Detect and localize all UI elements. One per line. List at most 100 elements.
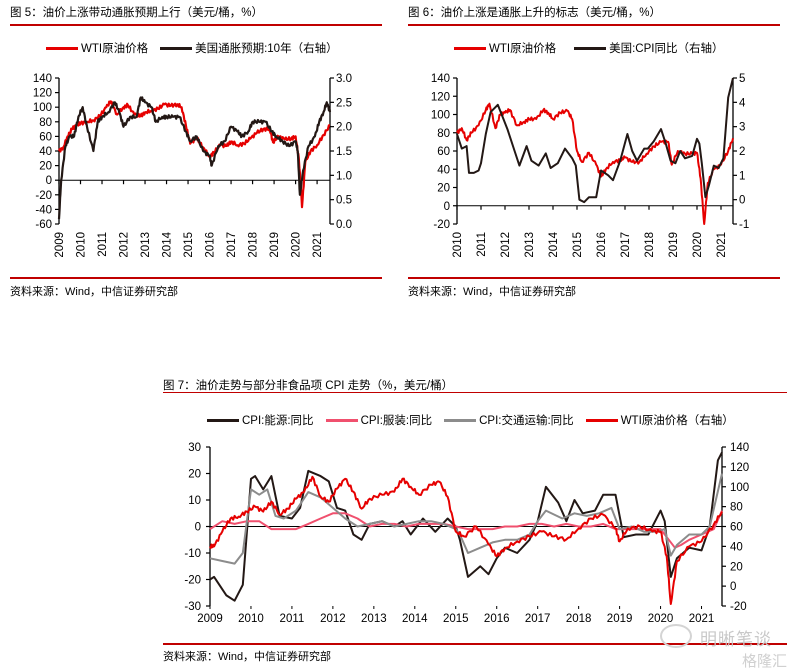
y-tick-label-left: -60 <box>35 219 52 231</box>
watermark-text: 明晰笔谈 <box>700 630 772 649</box>
legend-label: WTI原油价格（右轴） <box>620 415 734 427</box>
y-tick-label-left: 20 <box>437 183 450 195</box>
x-tick-label: 2019 <box>607 613 633 625</box>
y-tick-label-left: 20 <box>39 161 52 173</box>
x-tick-label: 2021 <box>716 232 728 258</box>
x-tick-label: 2011 <box>97 232 109 257</box>
figure-5-source-rule <box>10 277 382 279</box>
y-tick-label-left: 40 <box>437 164 450 176</box>
figure-5-legend-item: WTI原油价格 <box>46 40 148 56</box>
legend-line-icon <box>574 46 607 50</box>
y-tick-label-left: 120 <box>33 88 52 100</box>
x-tick-label: 2011 <box>476 232 488 257</box>
x-tick-label: 2017 <box>620 232 632 258</box>
y-tick-label-right: 140 <box>730 442 749 454</box>
x-tick-label: 2017 <box>226 232 238 258</box>
y-tick-label-left: -30 <box>184 601 201 613</box>
x-tick-label: 2012 <box>320 613 346 625</box>
legend-line-icon <box>160 46 193 50</box>
x-tick-label: 2014 <box>162 231 174 257</box>
series-line--10- <box>57 96 332 220</box>
y-tick-label-left: -10 <box>184 548 201 560</box>
y-tick-label-right: 40 <box>730 541 743 553</box>
y-tick-label-right: 4 <box>739 97 746 109</box>
figure-6-source-rule <box>408 277 780 279</box>
y-tick-label-left: 60 <box>437 146 450 158</box>
series-line-wti- <box>209 475 723 605</box>
y-tick-label-right: 3 <box>739 122 745 134</box>
x-tick-label: 2015 <box>572 232 584 258</box>
figure-5-title: 图 5：油价上涨带动通胀预期上行（美元/桶，%） <box>10 7 264 19</box>
legend-line-icon <box>444 418 477 422</box>
x-tick-label: 2019 <box>668 232 680 258</box>
y-tick-label-left: -40 <box>35 204 52 216</box>
y-tick-label-right: 1 <box>739 170 745 182</box>
legend-line-icon <box>454 46 486 50</box>
x-tick-label: 2014 <box>548 231 560 257</box>
x-tick-label: 2018 <box>248 232 260 258</box>
y-tick-label-left: 140 <box>431 73 450 85</box>
y-tick-label-left: -20 <box>433 219 450 231</box>
y-tick-label-right: 2 <box>739 146 745 158</box>
x-tick-label: 2016 <box>484 613 510 625</box>
y-tick-label-left: 120 <box>431 91 450 103</box>
x-tick-label: 2021 <box>689 613 715 625</box>
legend-line-icon <box>46 46 78 50</box>
y-tick-label-left: 60 <box>39 131 52 143</box>
figure-5-title-rule <box>10 24 382 26</box>
x-tick-label: 2020 <box>692 232 704 258</box>
figure-7-source: 资料来源：Wind，中信证券研究部 <box>163 651 332 663</box>
figure-6-source: 资料来源：Wind，中信证券研究部 <box>408 286 577 298</box>
y-tick-label-right: 100 <box>730 482 749 494</box>
x-tick-label: 2019 <box>269 232 281 258</box>
legend-label: WTI原油价格 <box>81 43 149 55</box>
series-line-cpi- <box>209 473 723 565</box>
x-tick-label: 2014 <box>402 613 428 625</box>
x-tick-label: 2009 <box>197 613 223 625</box>
figure-7-legend-item: CPI:交通运输:同比 <box>444 412 574 428</box>
x-tick-label: 2018 <box>566 613 592 625</box>
y-tick-label-left: 80 <box>437 128 450 140</box>
figure-6-legend-item: WTI原油价格 <box>454 40 556 56</box>
legend-line-icon <box>207 418 239 422</box>
x-tick-label: 2016 <box>596 232 608 258</box>
watermark-logo-text: 格隆汇 <box>742 653 788 670</box>
figure-7-source-rule <box>163 643 787 645</box>
legend-label: WTI原油价格 <box>489 43 557 55</box>
y-tick-label-left: -20 <box>35 190 52 202</box>
figure-7-legend-item: CPI:服装:同比 <box>325 412 432 428</box>
x-tick-label: 2016 <box>205 232 217 258</box>
x-tick-label: 2012 <box>500 232 512 258</box>
y-tick-label-left: 0 <box>444 201 450 213</box>
y-tick-label-right: 0 <box>739 195 745 207</box>
wechat-icon <box>660 624 692 648</box>
figure-7-title-rule <box>163 392 787 393</box>
x-tick-label: 2017 <box>525 613 551 625</box>
series-line-wti- <box>57 100 331 209</box>
y-tick-label-right: 0 <box>730 581 736 593</box>
x-tick-label: 2020 <box>291 232 303 258</box>
y-tick-label-left: 100 <box>33 102 52 114</box>
x-tick-label: 2020 <box>648 613 674 625</box>
x-tick-label: 2013 <box>361 613 387 625</box>
y-tick-label-left: 30 <box>188 442 201 454</box>
x-tick-label: 2009 <box>54 232 66 258</box>
series-line--cpi- <box>456 77 734 204</box>
y-tick-label-right: 80 <box>730 502 743 514</box>
y-tick-label-left: 40 <box>39 146 52 158</box>
x-tick-label: 2015 <box>443 613 469 625</box>
x-tick-label: 2011 <box>280 613 305 625</box>
y-tick-label-right: 1.5 <box>336 146 352 158</box>
x-tick-label: 2010 <box>452 232 464 258</box>
x-tick-label: 2021 <box>312 232 324 258</box>
y-tick-label-right: 3.0 <box>336 73 352 85</box>
y-tick-label-right: 20 <box>730 561 743 573</box>
y-tick-label-left: 100 <box>431 110 450 122</box>
y-tick-label-right: -1 <box>739 219 749 231</box>
legend-label: CPI:能源:同比 <box>242 415 314 427</box>
legend-label: 美国:CPI同比（右轴） <box>609 43 724 55</box>
x-tick-label: 2013 <box>524 232 536 258</box>
y-tick-label-right: 0.5 <box>336 195 352 207</box>
figure-7-legend-item: CPI:能源:同比 <box>207 412 314 428</box>
